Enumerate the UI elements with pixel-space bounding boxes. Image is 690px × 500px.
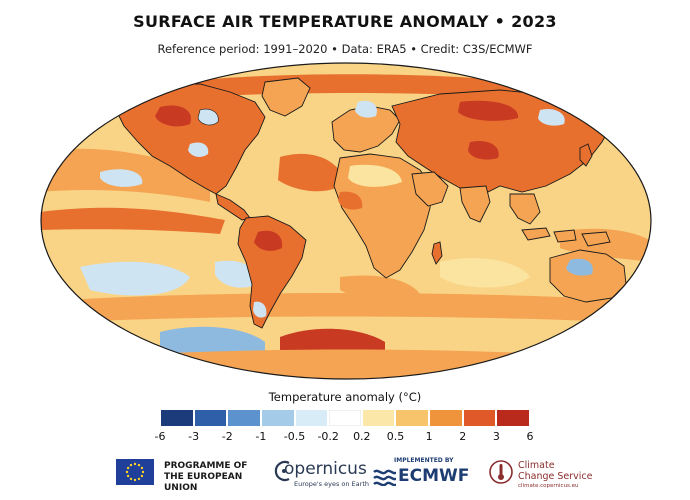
australia-cool xyxy=(566,258,593,276)
c3s-label: Climate Change Service xyxy=(518,460,593,482)
east-siberia-cool xyxy=(538,108,565,126)
southeast-asia xyxy=(509,193,541,225)
color-bar-swatch xyxy=(463,410,496,426)
south-pacific-cool-patch xyxy=(80,261,190,296)
africa xyxy=(333,153,433,279)
c3s-line-1: Climate xyxy=(518,460,555,471)
color-bar-tick-label: -2 xyxy=(221,430,233,443)
world-anomaly-map xyxy=(40,62,652,380)
hudson-bay xyxy=(197,108,219,126)
eu-star-icon xyxy=(133,478,137,482)
copernicus-tagline: Europe's eyes on Earth xyxy=(294,480,369,488)
color-bar-tick-label: 3 xyxy=(492,430,500,443)
eu-flag-icon xyxy=(116,459,154,485)
japan xyxy=(579,143,593,167)
color-bar-tick-label: -0.5 xyxy=(283,430,306,443)
color-bar-tick-label: 0.5 xyxy=(386,430,405,443)
color-bar-tick-label: 0.2 xyxy=(353,430,371,443)
eu-star-icon xyxy=(126,474,130,478)
eu-line-1: PROGRAMME OF xyxy=(164,461,248,471)
c3s-thermometer-icon xyxy=(489,460,513,484)
eu-star-icon xyxy=(125,470,129,474)
sahara-light xyxy=(348,164,402,187)
color-bar-tick-label: 2 xyxy=(459,430,467,443)
canada-hot xyxy=(155,105,191,127)
amazon-hot xyxy=(254,230,283,251)
copernicus-c-icon xyxy=(274,460,290,482)
color-bar-swatch xyxy=(497,410,529,426)
color-bar-tick-label: -3 xyxy=(188,430,200,443)
eu-line-2: THE EUROPEAN UNION xyxy=(164,472,243,493)
color-bar-swatch xyxy=(362,410,395,426)
color-bar-tick-label: 6 xyxy=(526,430,534,443)
central-asia-hot xyxy=(468,140,499,160)
east-antarctic-hot xyxy=(575,326,651,362)
new-guinea xyxy=(581,231,611,247)
indonesia-1 xyxy=(521,227,551,241)
legend-title: Temperature anomaly (°C) xyxy=(268,390,422,404)
map-subtitle: Reference period: 1991–2020 • Data: ERA5… xyxy=(157,42,533,56)
copernicus-word: opernicus xyxy=(284,459,367,479)
south-america xyxy=(237,215,307,329)
c3s-line-2: Change Service xyxy=(518,471,593,482)
ross-sea-hot xyxy=(41,329,120,362)
ecmwf-implemented-label: IMPLEMENTED BY xyxy=(394,457,454,464)
indian-ocean-light xyxy=(440,257,530,288)
color-bar-swatch xyxy=(329,410,361,426)
antarctica-land xyxy=(41,349,651,379)
scandinavia-cool xyxy=(355,100,377,118)
west-africa-hot xyxy=(338,191,363,210)
c3s-url: climate.copernicus.eu xyxy=(518,483,579,489)
us-east-cool xyxy=(188,142,209,157)
eu-star-icon xyxy=(133,462,137,466)
siberia-hot xyxy=(458,100,519,121)
eu-star-icon xyxy=(129,477,133,481)
color-bar-swatch xyxy=(430,410,462,426)
color-bar-swatch xyxy=(396,410,429,426)
color-bar-swatch xyxy=(295,410,328,426)
north-atlantic-hot xyxy=(278,153,345,192)
patagonia-cool xyxy=(253,301,267,318)
color-bar-ticks: -6 -3 -2 -1 -0.5 -0.2 0.2 0.5 1 2 3 6 xyxy=(0,430,690,446)
ecmwf-wave-icon xyxy=(373,469,396,486)
indonesia-2 xyxy=(553,229,577,243)
greenland xyxy=(261,77,311,117)
ecmwf-logo: IMPLEMENTED BY ECMWF xyxy=(370,457,480,491)
eu-star-icon xyxy=(126,466,130,470)
color-bar xyxy=(160,410,530,426)
color-bar-swatch xyxy=(228,410,260,426)
color-bar-swatch xyxy=(161,410,193,426)
footer-logos: PROGRAMME OF THE EUROPEAN UNION opernicu… xyxy=(0,455,690,495)
color-bar-tick-label: -0.2 xyxy=(317,430,339,443)
map-title: SURFACE AIR TEMPERATURE ANOMALY • 2023 xyxy=(133,12,557,31)
north-america xyxy=(115,83,266,195)
color-bar-tick-label: -6 xyxy=(154,430,166,443)
color-bar-tick-label: 1 xyxy=(425,430,433,443)
madagascar xyxy=(431,241,443,265)
eu-star-icon xyxy=(140,466,144,470)
eu-star-icon xyxy=(140,474,144,478)
eu-star-icon xyxy=(137,463,141,467)
eu-star-icon xyxy=(137,477,141,481)
color-bar-tick-label: -1 xyxy=(255,430,267,443)
eu-programme-label: PROGRAMME OF THE EUROPEAN UNION xyxy=(164,461,274,494)
copernicus-logo: opernicus Europe's eyes on Earth xyxy=(272,457,382,491)
north-pacific-cool-patch xyxy=(100,169,143,187)
globe-outline xyxy=(40,62,652,380)
india xyxy=(459,185,491,223)
arctic-warm-rim xyxy=(140,74,560,102)
equatorial-pacific-warm-tongue xyxy=(41,207,225,234)
new-zealand xyxy=(637,293,649,317)
arabia xyxy=(411,171,449,207)
color-bar-swatch xyxy=(194,410,227,426)
ecmwf-word: ECMWF xyxy=(398,466,470,486)
c3s-logo: Climate Change Service climate.copernicu… xyxy=(488,457,608,491)
southern-ocean-warm-band xyxy=(41,293,651,324)
color-bar-swatch xyxy=(261,410,294,426)
eu-star-icon xyxy=(141,470,145,474)
eu-star-icon xyxy=(129,463,133,467)
